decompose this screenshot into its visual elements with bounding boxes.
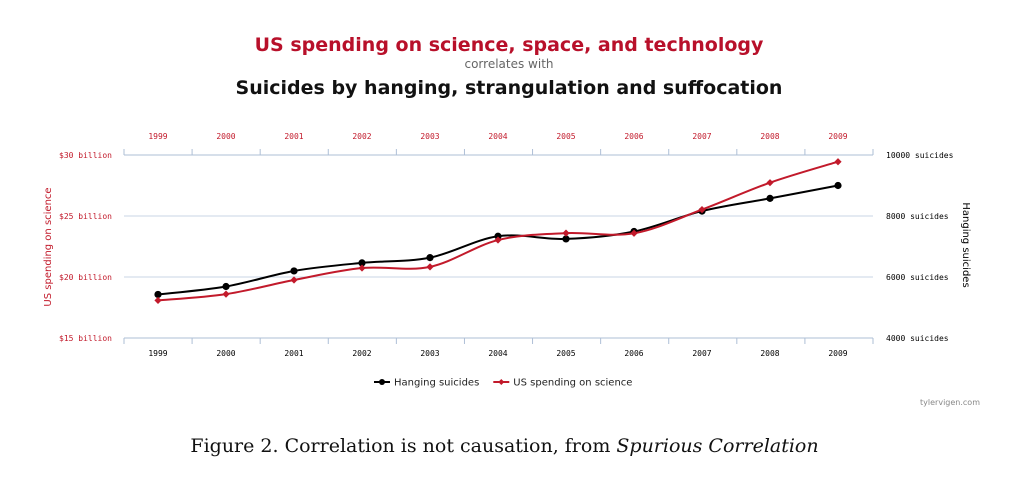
legend-label: Hanging suicides [394, 378, 479, 389]
x-tick-label: 2003 [420, 349, 439, 358]
data-point-hanging-suicides [494, 232, 502, 240]
data-point-us-spending [562, 229, 570, 237]
x-tick-label: 2000 [216, 349, 235, 358]
data-point-us-spending [630, 229, 638, 237]
dual-axis-line-chart: 1999 1999 2000 2000 2001 2001 2002 2002 2003 2003… [43, 132, 971, 389]
right-y-tick-label: 8000 suicides [886, 212, 949, 221]
data-point-us-spending [154, 296, 162, 305]
right-y-tick-label: 6000 suicides [886, 273, 949, 282]
chart-title: US spending on science, space, and techn… [254, 34, 764, 56]
data-point-us-spending [698, 205, 706, 214]
x-tick-label: 2005 [556, 349, 575, 358]
figure-caption: Figure 2. Correlation is not causation, … [0, 435, 1009, 457]
credit-text: tylervigen.com [920, 398, 980, 407]
data-point-hanging-suicides [154, 290, 162, 299]
top-x-tick-label: 2002 [352, 132, 371, 141]
data-point-hanging-suicides [766, 194, 774, 202]
top-x-tick-label: 2005 [556, 132, 575, 141]
x-tick-label: 2008 [760, 349, 779, 358]
data-point-us-spending [834, 158, 842, 166]
legend-label: US spending on science [513, 378, 632, 389]
chart-title-secondary: Suicides by hanging, strangulation and s… [235, 77, 783, 99]
data-point-hanging-suicides [358, 259, 366, 267]
top-x-tick-label: 2003 [420, 132, 439, 141]
data-point-us-spending [766, 179, 774, 187]
top-x-tick-label: 2009 [828, 132, 847, 141]
top-x-tick-label: 2004 [488, 132, 507, 141]
x-tick-label: 2006 [624, 349, 643, 358]
left-axis-title: US spending on science [43, 187, 54, 306]
legend-marker-circle [379, 379, 385, 385]
data-point-us-spending [290, 276, 298, 284]
top-x-tick-label: 2000 [216, 132, 235, 141]
caption-text: Figure 2. Correlation is not causation, … [190, 435, 617, 457]
x-tick-label: 2004 [488, 349, 507, 358]
data-point-hanging-suicides [562, 235, 570, 243]
x-tick-label: 2007 [692, 349, 711, 358]
caption-source: Spurious Correlation [616, 435, 819, 457]
top-x-tick-label: 2006 [624, 132, 643, 141]
top-x-tick-label: 2007 [692, 132, 711, 141]
right-axis-title: Hanging suicides [960, 202, 971, 287]
x-tick-label: 2001 [284, 349, 303, 358]
top-x-tick-label: 2008 [760, 132, 779, 141]
chart-subtitle: correlates with [464, 57, 554, 71]
x-tick-label: 1999 [148, 349, 167, 358]
x-tick-label: 2009 [828, 349, 847, 358]
data-point-us-spending [426, 263, 434, 271]
left-y-tick-label: $20 billion [59, 273, 112, 282]
top-x-tick-label: 2001 [284, 132, 303, 141]
left-y-tick-label: $30 billion [59, 151, 112, 160]
top-x-tick-label: 1999 [148, 132, 167, 141]
right-y-tick-label: 10000 suicides [886, 151, 954, 160]
data-point-hanging-suicides [222, 282, 230, 291]
right-y-tick-label: 4000 suicides [886, 334, 949, 343]
left-y-tick-label: $25 billion [59, 212, 112, 221]
x-tick-label: 2002 [352, 349, 371, 358]
data-point-us-spending [222, 290, 230, 298]
legend-marker-diamond [498, 379, 505, 385]
data-point-us-spending [358, 264, 366, 272]
data-point-us-spending [494, 236, 502, 244]
data-point-hanging-suicides [290, 267, 298, 275]
data-point-hanging-suicides [834, 181, 842, 190]
left-y-tick-label: $15 billion [59, 334, 112, 343]
data-point-hanging-suicides [426, 254, 434, 262]
